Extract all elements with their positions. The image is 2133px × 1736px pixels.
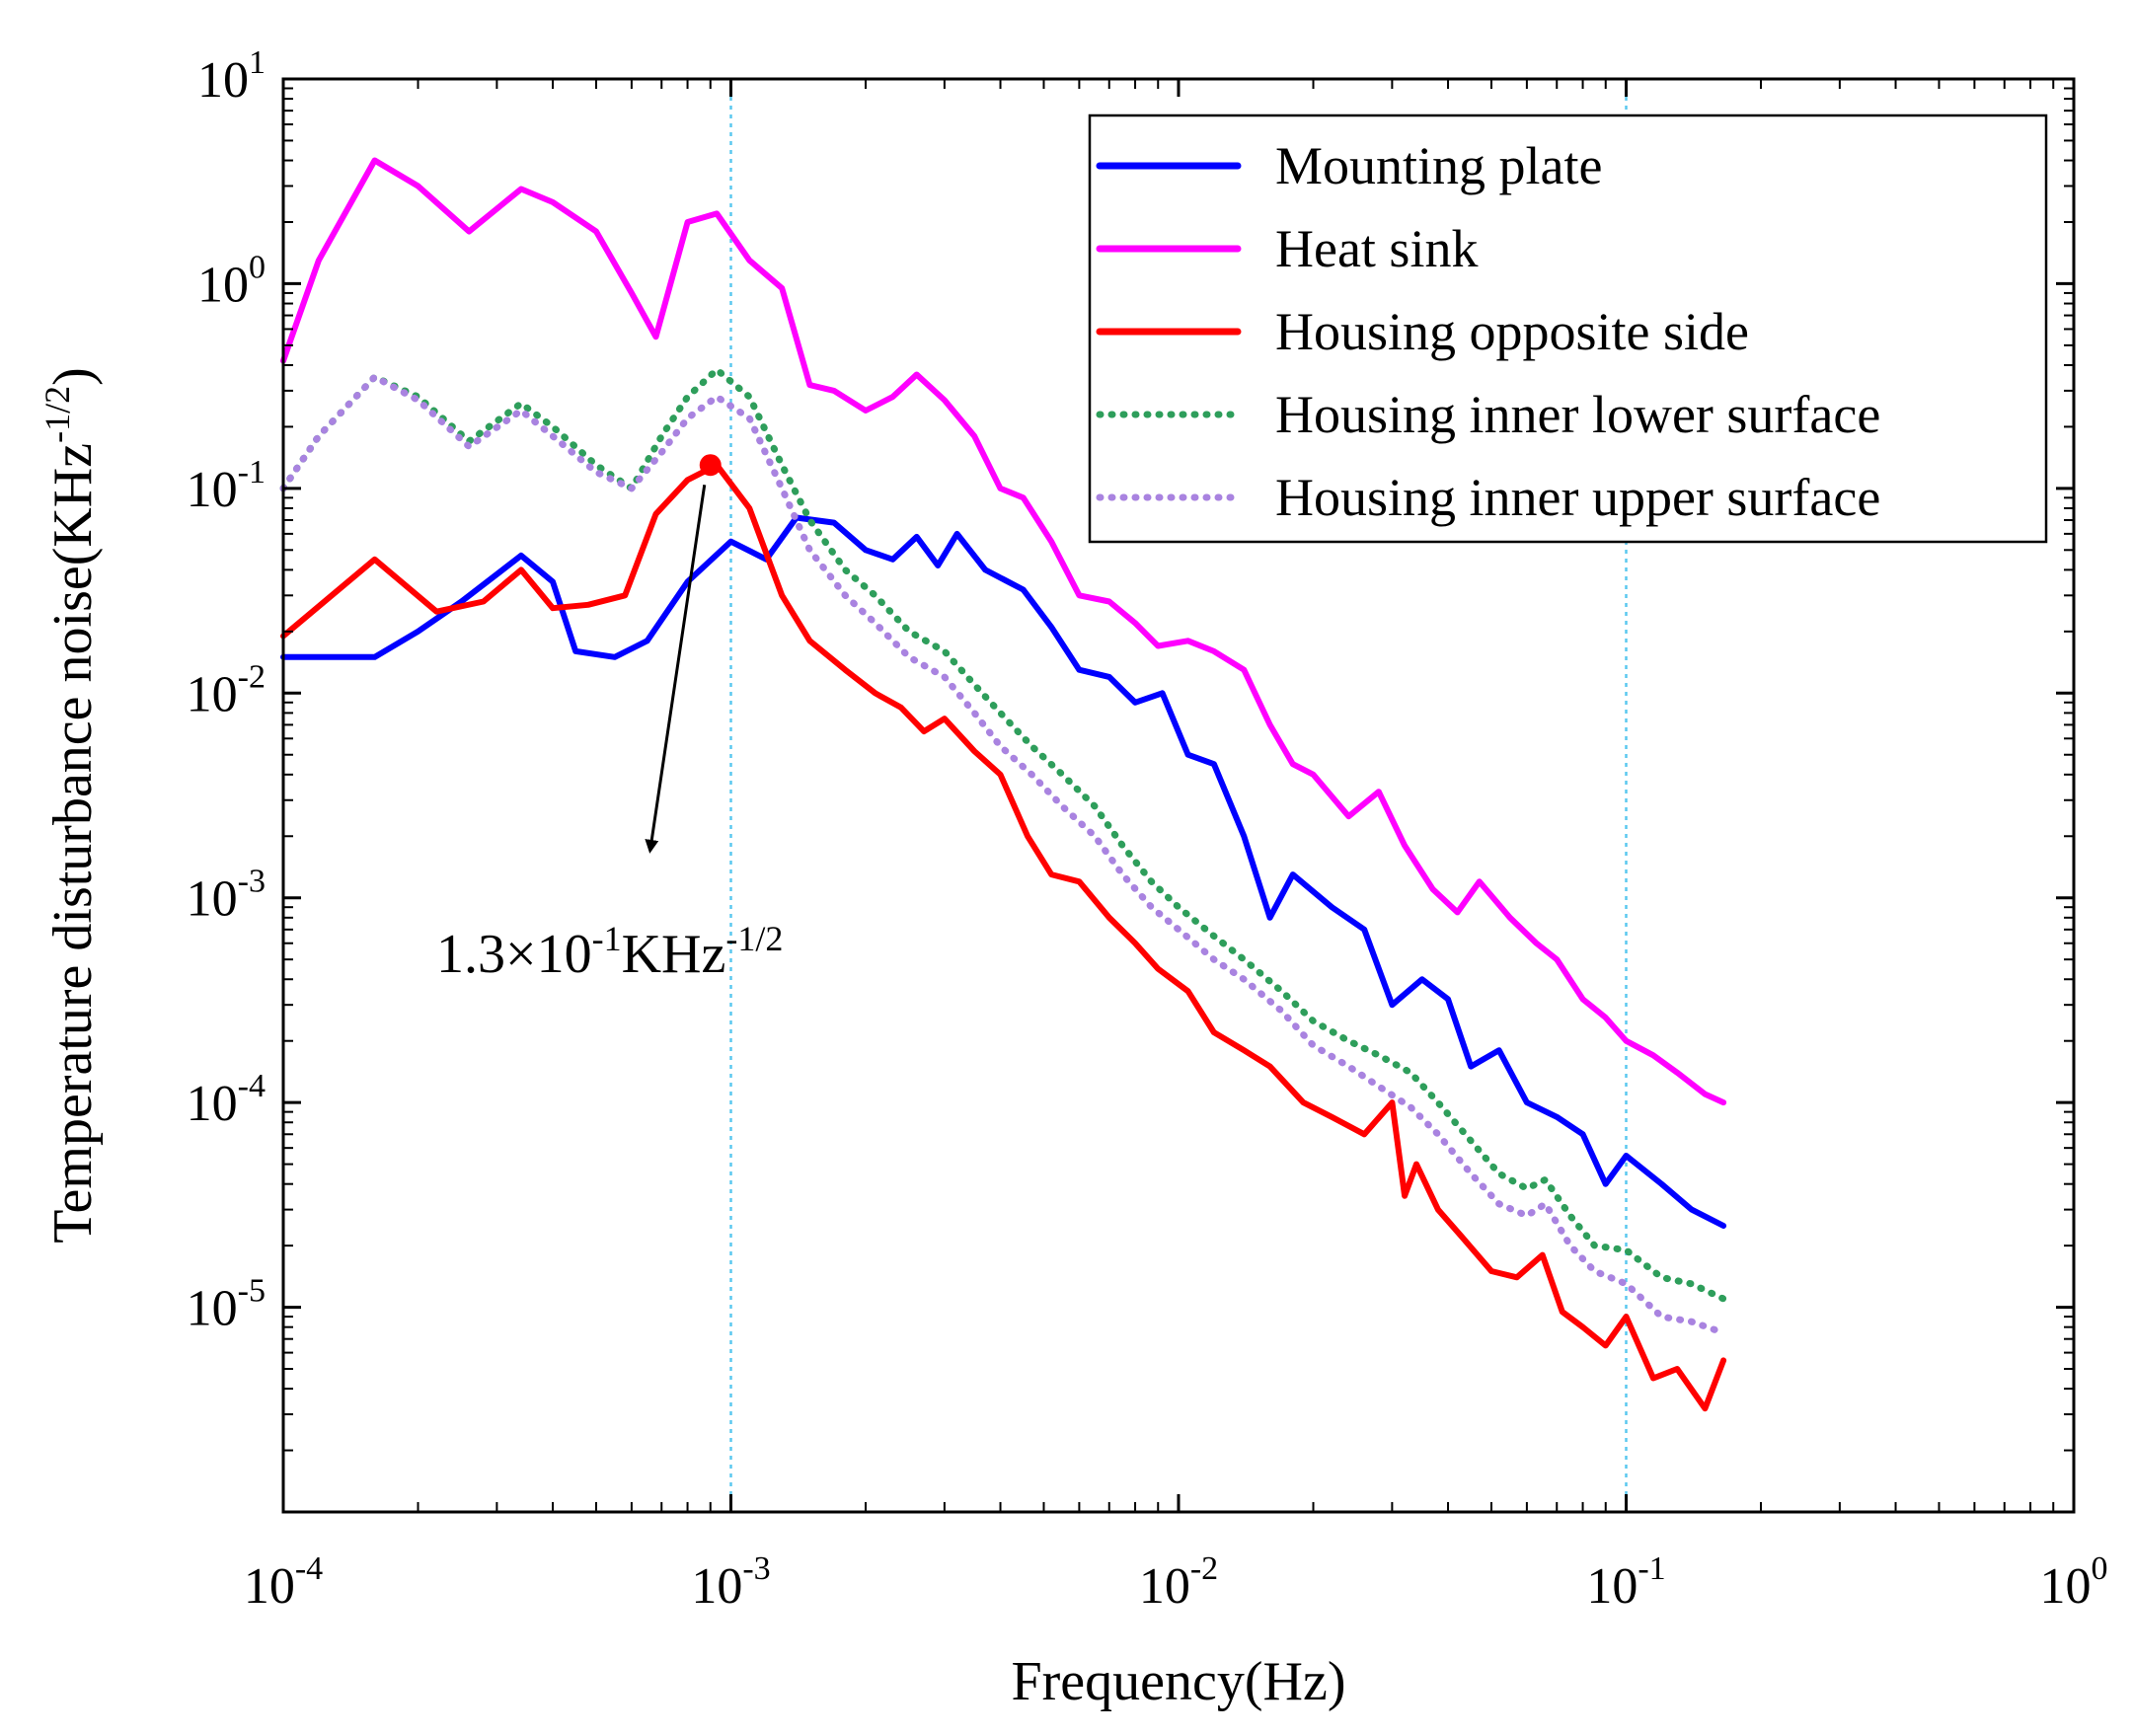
x-axis-title: Frequency(Hz) (1012, 1651, 1346, 1712)
legend-label: Heat sink (1275, 219, 1478, 278)
annotation-unit: KHz (622, 924, 726, 985)
annotation-value: 1.3×10 (436, 924, 592, 985)
series-line-housing-inner-lower-surface (279, 366, 1727, 1303)
y-axis-title-exponent: -1/2 (38, 386, 77, 443)
x-tick-label: 10-1 (1586, 1550, 1665, 1615)
y-tick-label: 10-3 (187, 864, 266, 928)
ticks-layer (281, 77, 2076, 1514)
y-tick-label: 10-1 (187, 454, 266, 518)
annotation-arrow (645, 485, 707, 854)
annotation-label: 1.3×10-1KHz-1/2 (436, 919, 783, 985)
y-axis-title: Temperature disturbance noise(KHz-1/2) (38, 367, 104, 1244)
legend-label: Mounting plate (1275, 136, 1602, 195)
x-tick-label: 100 (2040, 1550, 2108, 1615)
annotation-unit-exponent: -1/2 (725, 919, 783, 958)
series-line-heat-sink (280, 157, 1727, 1106)
x-tick-label: 10-3 (691, 1550, 770, 1615)
x-tick-label: 10-2 (1139, 1550, 1218, 1615)
y-tick-label: 100 (197, 249, 266, 313)
legend-label: Housing inner upper surface (1275, 468, 1880, 527)
y-tick-label: 10-4 (187, 1068, 266, 1132)
series-line-mounting-plate (280, 514, 1727, 1229)
legend-label: Housing opposite side (1275, 302, 1749, 361)
y-tick-label: 10-2 (187, 658, 266, 722)
y-tick-label: 10-5 (187, 1273, 266, 1337)
annotation-peak-marker (699, 454, 722, 477)
y-tick-labels: 101 100 10-1 10-2 10-3 10-4 10-5 (187, 44, 266, 1337)
series-line-housing-inner-upper-surface (279, 373, 1727, 1336)
y-axis-title-close: ) (42, 367, 104, 386)
legend-label: Housing inner lower surface (1275, 385, 1880, 444)
legend: Mounting plate Heat sink Housing opposite … (1088, 113, 2048, 544)
x-tick-labels: 10-4 10-3 10-2 10-1 100 (244, 1550, 2108, 1615)
series-layer (279, 157, 1727, 1412)
reference-lines (729, 79, 1628, 1512)
peak-annotation: 1.3×10-1KHz-1/2 (436, 454, 783, 985)
legend-box (1088, 113, 2048, 544)
series-line-housing-opposite-side (280, 462, 1727, 1412)
annotation-exponent: -1 (592, 919, 622, 958)
y-tick-label: 101 (197, 44, 266, 109)
y-axis-title-main: Temperature disturbance noise(KHz (42, 443, 104, 1244)
x-tick-label: 10-4 (244, 1550, 323, 1615)
